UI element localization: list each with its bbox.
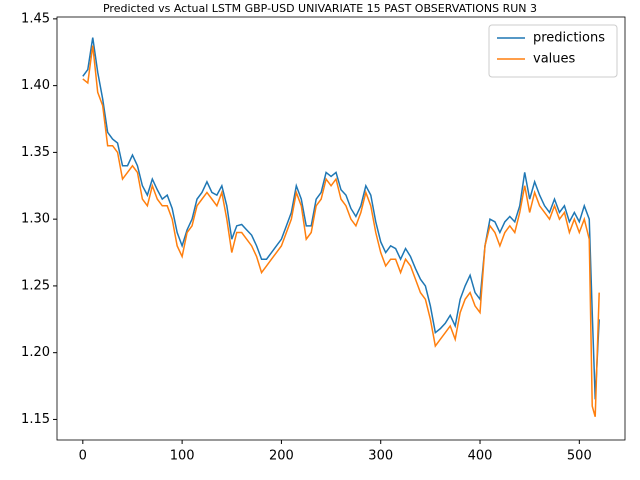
legend-label: values [533, 52, 576, 67]
x-tick-label: 500 [567, 449, 592, 464]
y-tick-label: 1.45 [21, 11, 50, 26]
plot-frame [56, 16, 626, 441]
y-tick-label: 1.30 [21, 212, 50, 227]
chart-title: Predicted vs Actual LSTM GBP-USD UNIVARI… [103, 2, 537, 15]
x-tick-label: 200 [269, 449, 294, 464]
data-line [82, 37, 600, 400]
x-tick-label: 400 [468, 449, 493, 464]
y-tick-label: 1.20 [21, 345, 50, 360]
legend-label: predictions [533, 31, 605, 46]
y-tick-label: 1.35 [21, 145, 50, 160]
x-tick-label: 0 [79, 449, 87, 464]
data-line [82, 45, 600, 417]
x-tick-label: 300 [368, 449, 393, 464]
y-tick-label: 1.40 [21, 78, 50, 93]
x-tick-label: 100 [170, 449, 195, 464]
y-tick-label: 1.25 [21, 278, 50, 293]
y-tick-label: 1.15 [21, 412, 50, 427]
